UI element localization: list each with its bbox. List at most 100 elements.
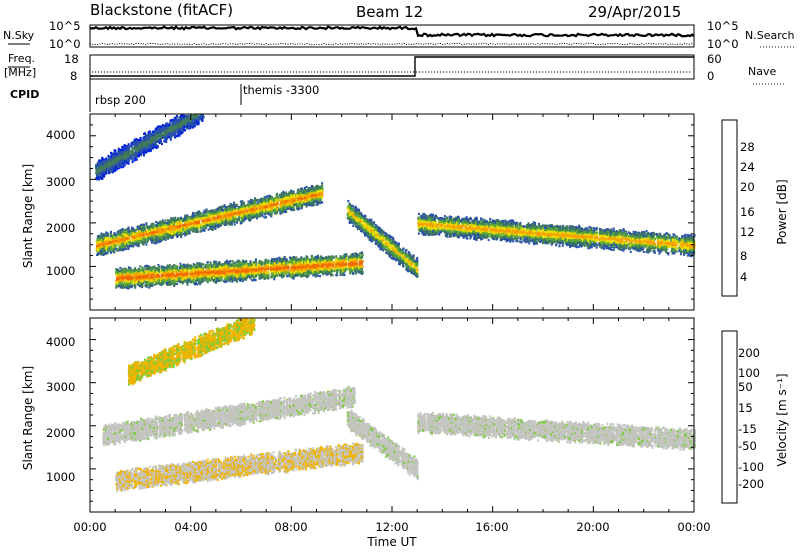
power-cell (276, 193, 278, 195)
cpid-mode-1: rbsp 200 (95, 93, 146, 107)
power-cell (303, 193, 305, 195)
power-cell (265, 216, 267, 218)
power-cell (101, 157, 103, 159)
power-cell (321, 182, 323, 184)
power-cell (299, 192, 301, 194)
noise-left-tick-top: 10^5 (49, 19, 81, 33)
power-cell (241, 221, 243, 223)
power-cell (221, 218, 223, 220)
power-cell (317, 187, 319, 189)
power-cell (107, 245, 109, 247)
power-cell (217, 211, 219, 213)
power-cell (287, 198, 289, 200)
power-cell (295, 201, 297, 203)
power-cell (268, 208, 270, 210)
power-cell (162, 222, 164, 224)
power-cell (120, 246, 122, 248)
power-cell (302, 192, 304, 194)
power-cell (288, 191, 290, 193)
power-cell (145, 222, 147, 224)
power-cell (241, 210, 243, 212)
power-cell (291, 198, 293, 200)
power-cell (139, 226, 141, 228)
power-cell (191, 220, 193, 222)
power-cell (174, 227, 176, 229)
power-cell (244, 211, 246, 213)
power-cell (110, 235, 112, 237)
power-cell (169, 229, 171, 231)
power-cell (211, 226, 213, 228)
power-cell (276, 206, 278, 208)
power-cell (321, 185, 323, 187)
power-cell (105, 247, 107, 249)
power-cell (209, 223, 211, 225)
power-cell (171, 232, 173, 234)
power-cell (159, 240, 161, 242)
power-cell (297, 207, 299, 209)
date-title: 29/Apr/2015 (588, 3, 681, 21)
power-cell (120, 231, 122, 233)
freq-trace (90, 57, 694, 76)
power-cell (221, 213, 223, 215)
power-cell (110, 231, 112, 233)
power-cell (195, 221, 197, 223)
power-cell (271, 200, 273, 202)
power-cell (301, 204, 303, 206)
power-cell (186, 229, 188, 231)
power-cell (283, 203, 285, 205)
n-sky-trace (90, 27, 694, 36)
noise-right-tick-top: 10^5 (707, 19, 739, 33)
power-cell (98, 160, 100, 162)
power-cell (155, 221, 157, 223)
power-cell (193, 221, 195, 223)
power-cell (299, 197, 301, 199)
power-cell (153, 237, 155, 239)
power-cell (97, 238, 99, 240)
power-cell (268, 206, 270, 208)
power-cell (204, 227, 206, 229)
power-cell (270, 214, 272, 216)
power-cell (179, 226, 181, 228)
power-cell (237, 214, 239, 216)
power-cell (287, 206, 289, 208)
power-cell (279, 208, 281, 210)
nave-label: Nave (748, 65, 776, 78)
power-cell (306, 194, 308, 196)
power-cell (234, 216, 236, 218)
rti-plot-canvas: Blackstone (fitACF) Beam 12 29/Apr/2015 … (0, 0, 800, 554)
power-cell (229, 220, 231, 222)
power-cell (198, 212, 200, 214)
power-cell (304, 187, 306, 189)
power-cell (301, 201, 303, 203)
power-cell (261, 214, 263, 216)
power-cell (271, 198, 273, 200)
power-cell (112, 235, 114, 237)
power-cell (229, 207, 231, 209)
power-cell (219, 207, 221, 209)
power-cell (268, 213, 270, 215)
power-cell (115, 242, 117, 244)
power-cell (198, 218, 200, 220)
power-cell (159, 231, 161, 233)
power-cell (195, 225, 197, 227)
power-cell (250, 208, 252, 210)
power-cell (177, 223, 179, 225)
power-cell (215, 211, 217, 213)
power-cell (304, 199, 306, 201)
power-cell (221, 221, 223, 223)
power-cell (141, 229, 143, 231)
power-cell (132, 243, 134, 245)
power-cell (162, 236, 164, 238)
power-cell (159, 224, 161, 226)
power-cell (311, 200, 313, 202)
power-cell (128, 241, 130, 243)
power-cell (165, 235, 167, 237)
power-cell (110, 241, 112, 243)
power-cell (170, 225, 172, 227)
power-cell (276, 203, 278, 205)
power-cell (271, 196, 273, 198)
power-cell (225, 216, 227, 218)
power-cell (174, 233, 176, 235)
power-cell (139, 238, 141, 240)
power-cell (195, 216, 197, 218)
